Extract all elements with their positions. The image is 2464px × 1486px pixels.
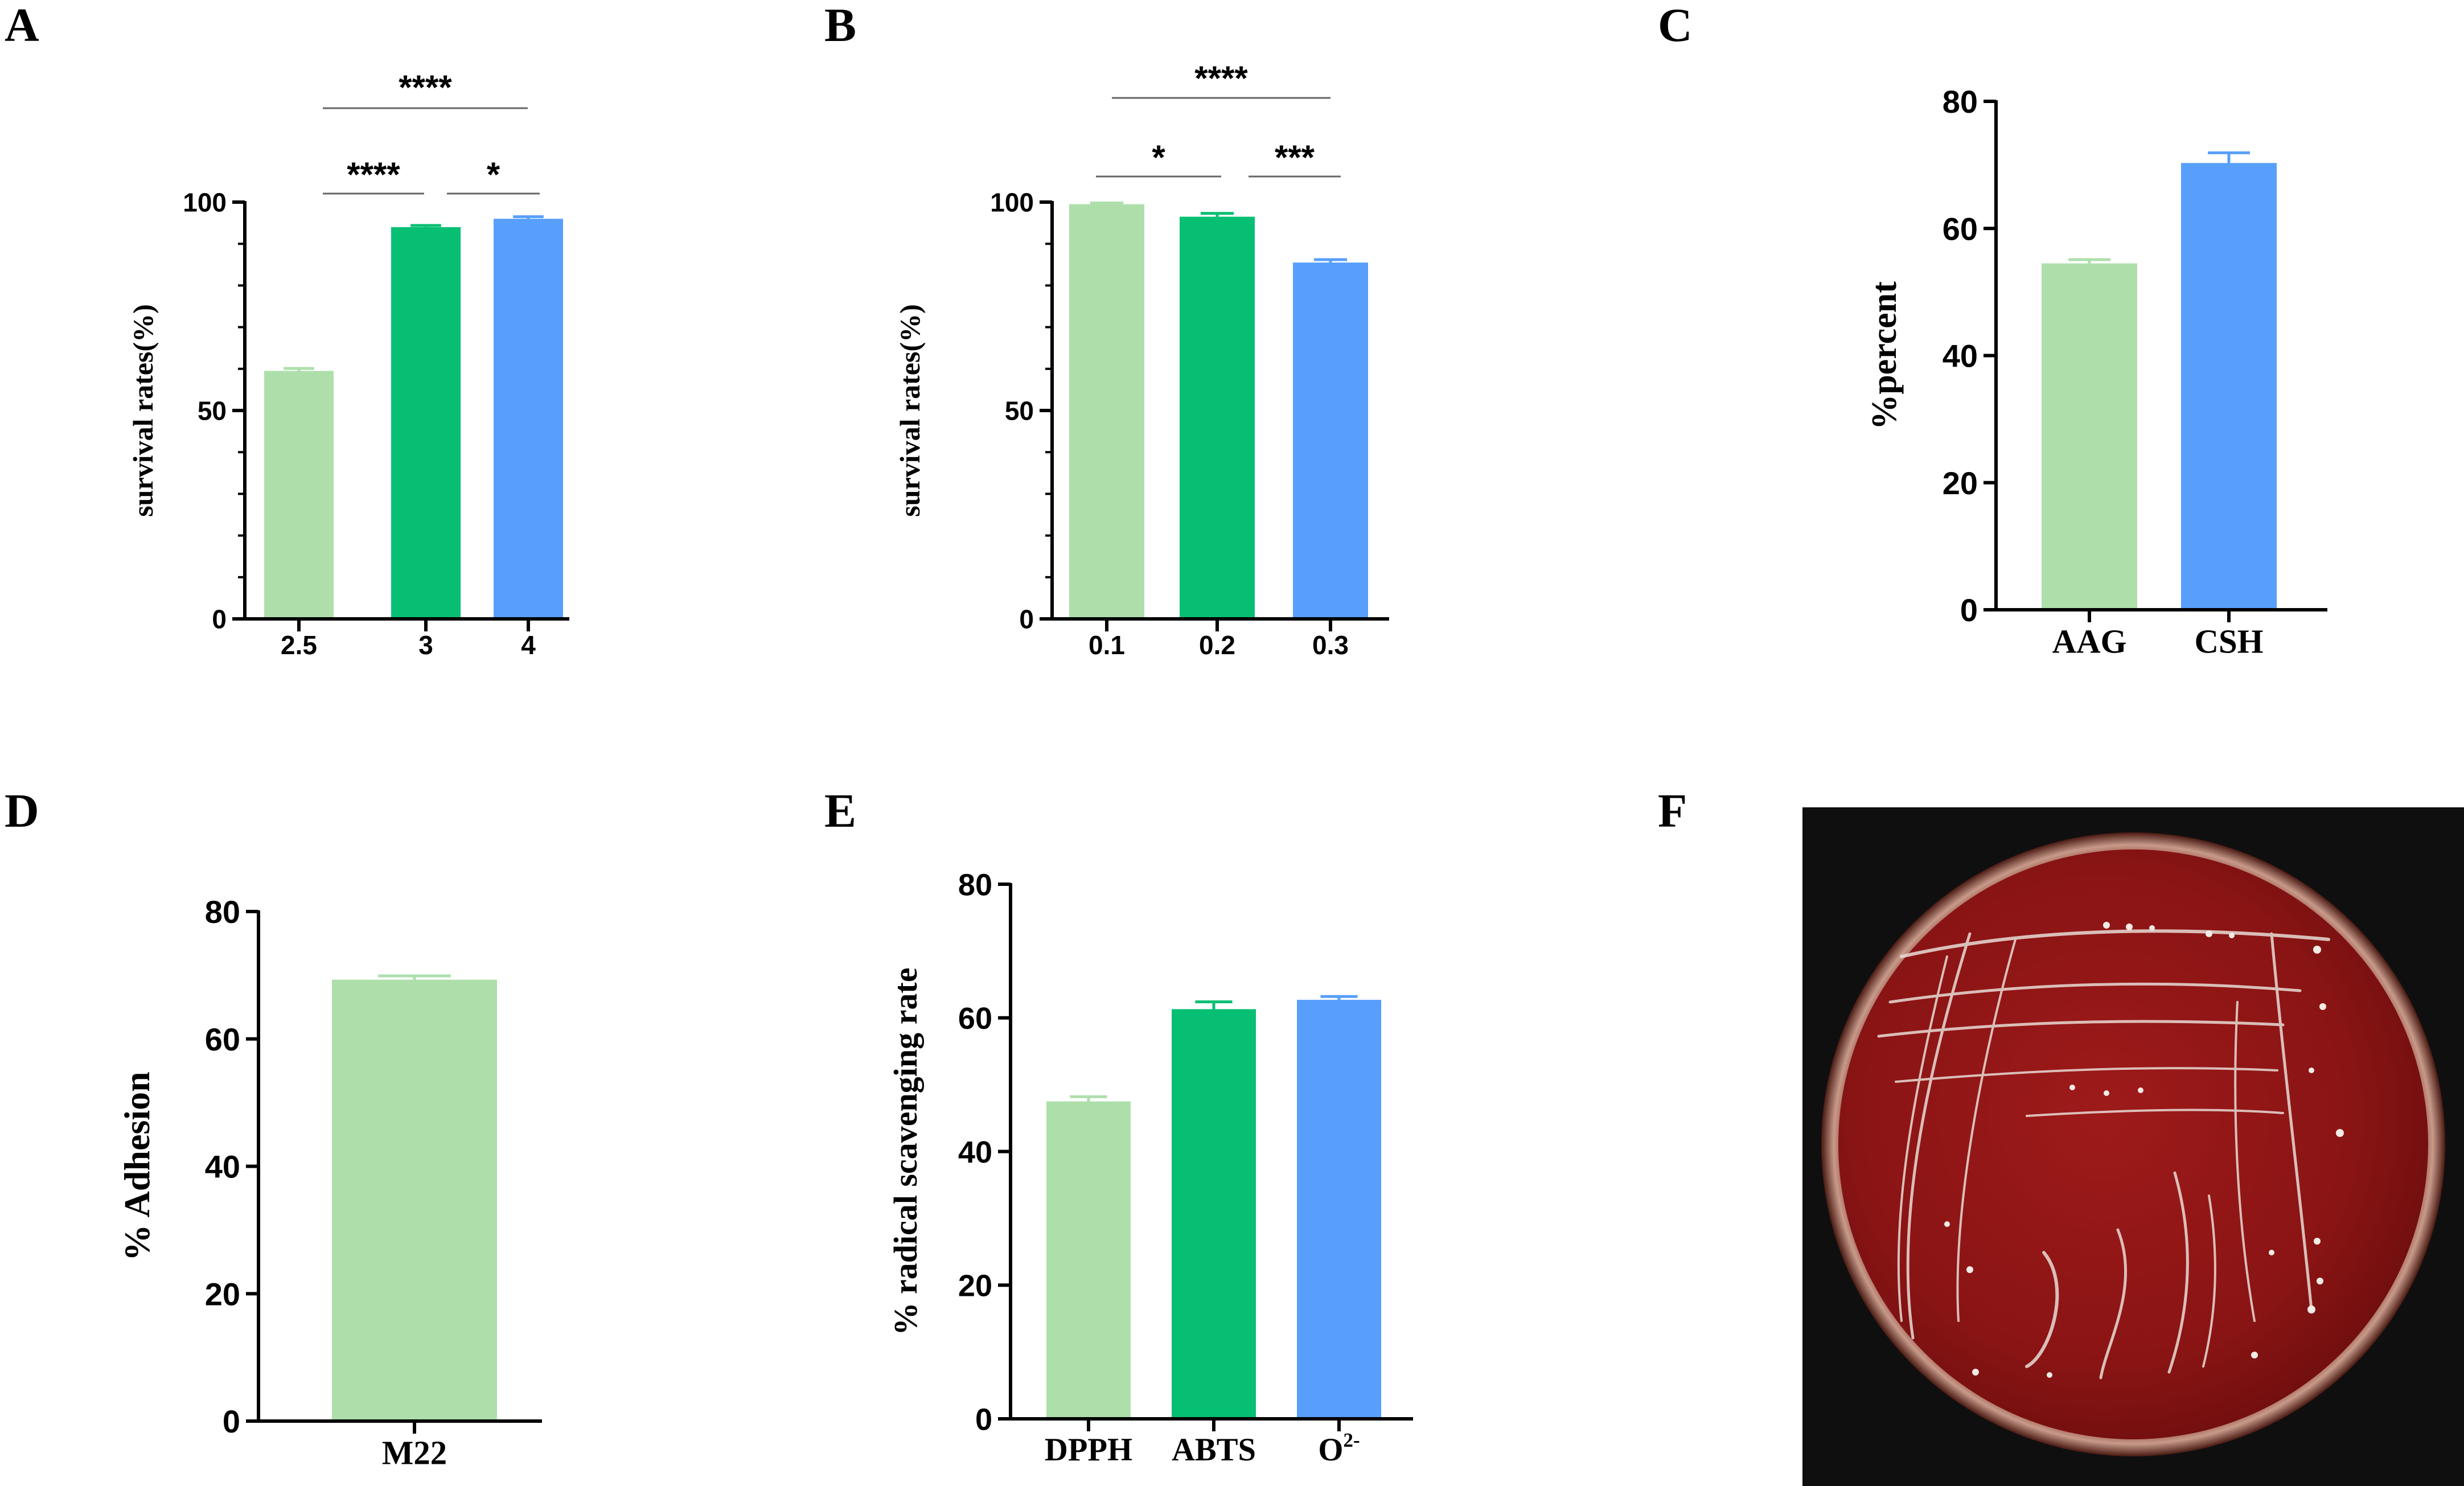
bar-a-1 [264, 371, 334, 619]
x-category-superscript: 2- [1343, 1429, 1360, 1451]
chart-d: 0 20 40 60 80 M22 % Adhesion [117, 894, 542, 1472]
y-tick-label: 0 [212, 605, 227, 634]
y-tick-label: 0 [975, 1402, 992, 1436]
panel-letter-e: E [824, 785, 856, 838]
significance-stars: **** [347, 155, 400, 194]
y-axis-title: survival rates(%) [894, 304, 926, 517]
y-tick-label: 0 [1019, 605, 1034, 634]
chart-e: 0 20 40 60 80 DPPH ABTS O2- % radical scavenging… [887, 868, 1413, 1468]
x-category-label: 3 [418, 630, 433, 660]
y-tick-label: 20 [205, 1276, 240, 1312]
bar-e-3 [1297, 1000, 1381, 1419]
y-tick-label: 80 [1943, 84, 1978, 120]
y-tick-label: 0 [1960, 592, 1978, 628]
petri-dish-agar [1838, 849, 2428, 1439]
petri-dish-photo [1802, 807, 2464, 1486]
y-tick-label: 20 [958, 1269, 992, 1303]
x-category-label: M22 [382, 1435, 447, 1472]
x-category-label: 0.2 [1199, 630, 1235, 660]
y-tick-label: 60 [205, 1021, 240, 1057]
x-category-label: CSH [2195, 623, 2264, 660]
panel-letter-d: D [5, 785, 39, 838]
x-category-label: 4 [521, 630, 536, 660]
bar-e-1 [1046, 1101, 1131, 1419]
y-tick-label: 80 [958, 868, 992, 902]
x-category-label: 0.3 [1312, 630, 1349, 660]
bar-a-3 [494, 219, 563, 619]
bar-b-1 [1069, 204, 1144, 619]
bacterial-colonies [1944, 922, 2344, 1378]
x-category-label: 2.5 [281, 630, 317, 660]
panel-letter-a: A [5, 0, 39, 52]
bar-a-2 [391, 227, 461, 619]
x-category-label: O2- [1318, 1429, 1360, 1468]
significance-stars: *** [1275, 138, 1315, 176]
x-category-label: 0.1 [1089, 630, 1125, 660]
bar-c-2 [2181, 163, 2277, 610]
panel-letter-b: B [824, 0, 856, 52]
bar-c-1 [2042, 263, 2137, 610]
significance-stars: * [1152, 138, 1165, 176]
bacterial-streaks [1877, 929, 2330, 1380]
y-tick-label: 20 [1943, 465, 1978, 501]
significance-stars: * [487, 155, 500, 194]
y-axis-title: survival rates(%) [127, 304, 159, 517]
bar-d-1 [332, 979, 497, 1421]
y-tick-label: 40 [958, 1135, 992, 1169]
y-axis-title: %percent [1865, 281, 1904, 430]
significance-stars: **** [399, 68, 452, 106]
y-tick-label: 100 [183, 188, 227, 217]
y-axis-title: % Adhesion [117, 1072, 157, 1261]
y-tick-label: 0 [223, 1403, 240, 1439]
bar-e-2 [1172, 1009, 1256, 1419]
y-tick-label: 60 [958, 1001, 992, 1036]
y-tick-label: 100 [990, 188, 1034, 217]
y-tick-label: 50 [198, 396, 227, 426]
y-axis-title: % radical scavenging rate [887, 968, 924, 1336]
bar-b-3 [1293, 262, 1368, 619]
y-tick-label: 60 [1943, 211, 1978, 247]
x-category-label: ABTS [1172, 1432, 1256, 1468]
x-category-label: DPPH [1045, 1432, 1132, 1468]
y-tick-label: 40 [1943, 338, 1978, 374]
bar-b-2 [1180, 216, 1255, 619]
chart-c: 0 20 40 60 80 AAG CSH %percent [1865, 84, 2327, 660]
y-tick-label: 40 [205, 1149, 240, 1185]
y-tick-label: 80 [205, 894, 240, 930]
y-tick-label: 50 [1005, 396, 1034, 426]
panel-letter-c: C [1658, 0, 1693, 52]
panel-letter-f: F [1658, 785, 1687, 838]
significance-stars: **** [1194, 59, 1248, 97]
x-category-label: AAG [2052, 623, 2127, 660]
